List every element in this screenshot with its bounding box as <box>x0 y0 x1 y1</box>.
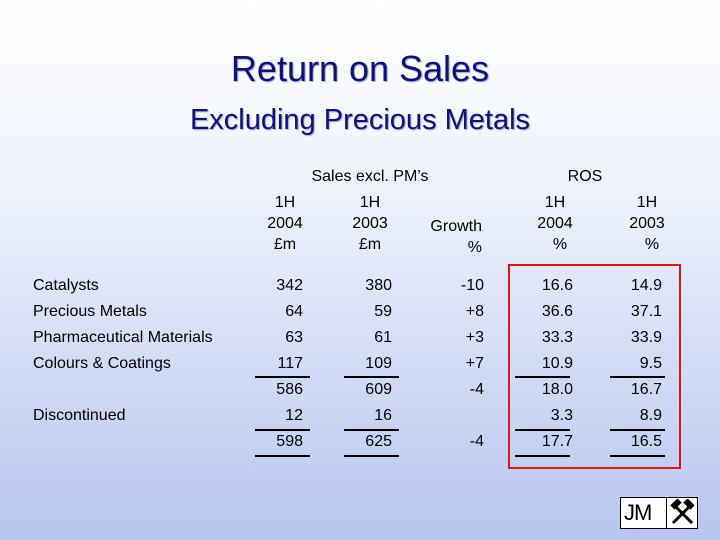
total-rule <box>515 429 570 431</box>
subtotal-rule <box>610 376 665 378</box>
cell-r2004: 16.6 <box>541 277 573 294</box>
cell-growth: -4 <box>469 381 484 398</box>
row-label: Discontinued <box>33 407 126 424</box>
cell-s2003: 59 <box>374 303 392 320</box>
cell-s2004: 12 <box>285 407 303 424</box>
slide-title: Return on Sales <box>230 48 490 89</box>
row-label: Colours & Coatings <box>33 355 171 372</box>
cell-r2003: 37.1 <box>630 303 662 320</box>
subtotal-rule <box>344 376 399 378</box>
total-rule <box>255 429 310 431</box>
total-rule <box>344 429 399 431</box>
cell-s2003: 61 <box>374 329 392 346</box>
sales-group-header: Sales excl. PM’s <box>311 168 429 185</box>
subtotal-rule <box>255 376 310 378</box>
grand-total-rule <box>255 455 310 457</box>
grand-total-rule <box>515 455 570 457</box>
cell-s2004: 586 <box>276 381 303 398</box>
cell-r2004: 17.7 <box>541 433 573 450</box>
cell-growth: -4 <box>469 433 484 450</box>
crossed-hammers-icon <box>670 499 695 525</box>
cell-s2004: 63 <box>285 329 303 346</box>
slide-subtitle: Excluding Precious Metals <box>189 104 531 136</box>
logo-text: JM <box>624 500 652 525</box>
cell-s2003: 380 <box>365 277 392 294</box>
cell-growth: +3 <box>465 329 484 346</box>
cell-s2004: 342 <box>276 277 303 294</box>
cell-s2004: 598 <box>276 433 303 450</box>
cell-s2003: 16 <box>374 407 392 424</box>
grand-total-rule <box>610 455 665 457</box>
cell-growth: +7 <box>465 355 484 372</box>
cell-s2003: 625 <box>365 433 392 450</box>
grand-total-rule <box>344 455 399 457</box>
cell-r2003: 9.5 <box>639 355 662 372</box>
cell-r2003: 33.9 <box>630 329 662 346</box>
cell-s2004: 64 <box>285 303 303 320</box>
cell-r2004: 10.9 <box>541 355 573 372</box>
cell-r2004: 33.3 <box>541 329 573 346</box>
row-label: Pharmaceutical Materials <box>33 329 213 346</box>
cell-r2004: 36.6 <box>541 303 573 320</box>
cell-r2003: 16.7 <box>630 381 662 398</box>
cell-r2004: 18.0 <box>541 381 573 398</box>
cell-r2003: 14.9 <box>630 277 662 294</box>
cell-growth: +8 <box>465 303 484 320</box>
cell-growth: -10 <box>460 277 484 294</box>
cell-s2003: 109 <box>365 355 392 372</box>
total-rule <box>610 429 665 431</box>
cell-r2003: 16.5 <box>630 433 662 450</box>
subtotal-rule <box>515 376 570 378</box>
row-label: Catalysts <box>33 277 99 294</box>
cell-r2003: 8.9 <box>639 407 662 424</box>
ros-highlight-box <box>508 264 681 469</box>
ros-group-header: ROS <box>567 168 603 185</box>
row-label: Precious Metals <box>33 303 147 320</box>
cell-s2003: 609 <box>365 381 392 398</box>
company-logo: JM <box>620 497 698 529</box>
cell-r2004: 3.3 <box>550 407 573 424</box>
cell-s2004: 117 <box>277 355 303 372</box>
